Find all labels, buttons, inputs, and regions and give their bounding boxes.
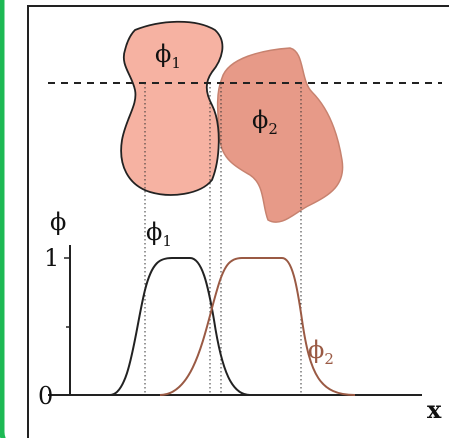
subscript: 2	[324, 350, 334, 368]
y-tick-label: 1	[44, 244, 59, 272]
symbol: ϕ	[252, 106, 268, 134]
y-tick-label: 0	[38, 382, 53, 410]
symbol: ϕ	[308, 336, 324, 364]
subscript: 1	[171, 54, 181, 72]
y-label: ϕ	[50, 208, 66, 236]
region-phi1	[121, 22, 222, 195]
page: {"shapes": {"phi1": {"symbol": "ϕ", "sub…	[0, 0, 449, 438]
symbol: ϕ	[155, 40, 171, 68]
x-label: x	[427, 395, 442, 424]
symbol: ϕ	[146, 218, 162, 246]
subscript: 1	[162, 232, 172, 250]
diagram: ϕ1 ϕ2 ϕ 1 0 x ϕ1 ϕ2	[0, 0, 449, 438]
subscript: 2	[268, 120, 278, 138]
